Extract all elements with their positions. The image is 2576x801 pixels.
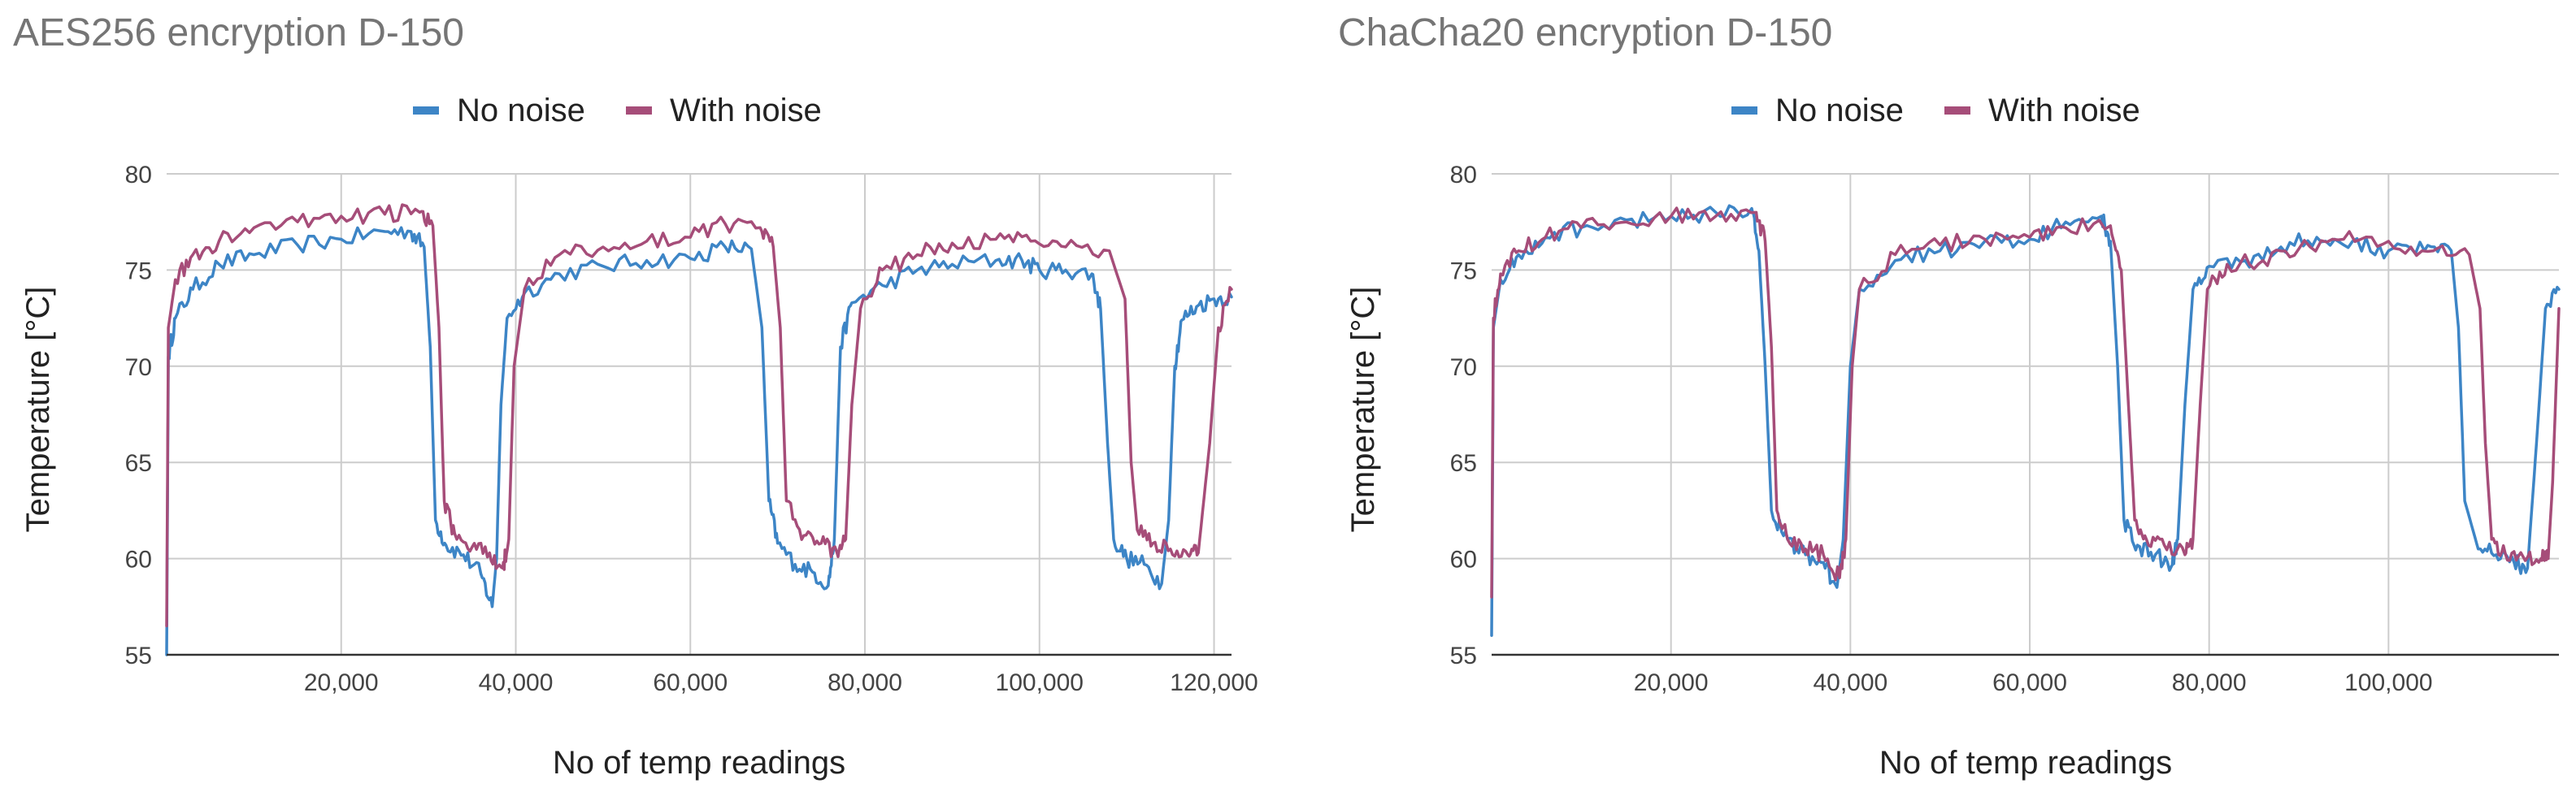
- legend-label-with-noise: With noise: [1988, 93, 2140, 128]
- series: [165, 203, 1233, 656]
- y-tick-label: 55: [125, 643, 152, 669]
- legend: No noise With noise: [413, 93, 822, 128]
- x-tick-label: 100,000: [996, 669, 1084, 696]
- y-tick-label: 80: [125, 162, 152, 188]
- x-tick-labels: 20,000 40,000 60,000 80,000 100,000: [1634, 669, 2433, 696]
- y-tick-label: 60: [1450, 547, 1477, 574]
- y-tick-label: 70: [125, 354, 152, 381]
- chart-aes256: AES256 encryption D-150 No noise With no…: [13, 11, 1258, 781]
- series: [1490, 204, 2561, 638]
- x-axis-title: No of temp readings: [553, 745, 845, 781]
- series-line-no-noise: [165, 226, 1233, 656]
- y-tick-label: 75: [125, 258, 152, 284]
- y-tick-label: 75: [1450, 258, 1477, 284]
- chart-title: AES256 encryption D-150: [13, 11, 464, 54]
- y-tick-label: 65: [125, 450, 152, 477]
- y-tick-label: 70: [1450, 354, 1477, 381]
- legend-label-with-noise: With noise: [670, 93, 822, 128]
- y-tick-labels: 55 60 65 70 75 80: [125, 162, 152, 669]
- x-tick-label: 40,000: [1813, 669, 1887, 696]
- y-tick-label: 55: [1450, 643, 1477, 669]
- legend: No noise With noise: [1731, 93, 2140, 128]
- chart-chacha20-svg: ChaCha20 encryption D-150 No noise With …: [1338, 11, 2561, 781]
- x-tick-label: 120,000: [1170, 669, 1258, 696]
- y-tick-labels: 55 60 65 70 75 80: [1450, 162, 1477, 669]
- grid: [1492, 173, 2559, 655]
- x-tick-label: 80,000: [828, 669, 902, 696]
- y-axis-title: Temperature [°C]: [1345, 287, 1381, 533]
- y-axis-title: Temperature [°C]: [20, 287, 56, 533]
- x-tick-label: 60,000: [653, 669, 728, 696]
- x-tick-label: 80,000: [2172, 669, 2247, 696]
- x-tick-labels: 20,000 40,000 60,000 80,000 100,000 120,000: [304, 669, 1258, 696]
- x-tick-label: 20,000: [1634, 669, 1709, 696]
- x-tick-label: 100,000: [2344, 669, 2432, 696]
- chart-title: ChaCha20 encryption D-150: [1338, 11, 1832, 54]
- chart-chacha20: ChaCha20 encryption D-150 No noise With …: [1325, 0, 2576, 801]
- x-tick-label: 20,000: [304, 669, 379, 696]
- y-tick-label: 60: [125, 547, 152, 574]
- legend-label-no-noise: No noise: [457, 93, 585, 128]
- series-line-with-noise: [1490, 206, 2561, 599]
- x-tick-label: 40,000: [479, 669, 554, 696]
- x-tick-label: 60,000: [1992, 669, 2067, 696]
- series-line-no-noise: [1490, 204, 2561, 638]
- legend-label-no-noise: No noise: [1775, 93, 1904, 128]
- x-axis-title: No of temp readings: [1879, 745, 2172, 781]
- y-tick-label: 80: [1450, 162, 1477, 188]
- grid: [167, 173, 1232, 655]
- y-tick-label: 65: [1450, 450, 1477, 477]
- chart-aes256-svg: AES256 encryption D-150 No noise With no…: [13, 11, 1258, 781]
- series-line-with-noise: [165, 203, 1233, 628]
